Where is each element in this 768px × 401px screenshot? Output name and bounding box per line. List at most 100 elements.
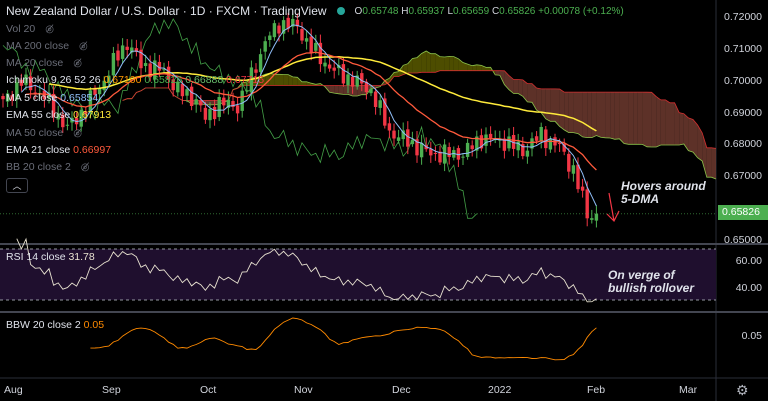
ichimoku-cloud-segment [440,56,445,71]
candle-body [240,90,244,111]
candle-body [364,81,369,93]
bbw-legend[interactable]: BBW 20 close 2 0.05 [6,319,105,331]
ichimoku-cloud-segment [541,88,546,119]
candle-body [107,75,111,83]
eye-hidden-icon[interactable]: ◎̸ [45,24,54,35]
ichimoku-cloud-segment [205,100,210,105]
candle-body [300,28,304,41]
ichimoku-cloud-segment [591,92,597,138]
candle-body [341,64,346,84]
market-status-icon [336,7,345,15]
ichimoku-cloud-segment [343,85,348,95]
candle-body [286,17,290,29]
legend-ichimoku[interactable]: Ichimoku 9 26 52 26 0.67100 0.65826 0.66… [6,74,265,86]
ichimoku-cloud-segment [338,85,344,95]
candle-body [470,145,474,150]
candle-body [479,135,484,149]
legend-ma5[interactable]: MA 5 close 0.65854 [6,92,99,104]
rsi-legend[interactable]: RSI 14 close 31.78 [6,251,95,263]
last-price-label: 0.65826 [718,205,768,220]
candle-body [521,144,525,157]
time-tick: Mar [679,384,698,396]
eye-hidden-icon[interactable]: ◎̸ [73,128,82,139]
settings-gear-icon[interactable]: ⚙ [736,382,749,398]
candle-body [217,97,221,118]
ichimoku-cloud-segment [688,117,693,153]
ichimoku-cloud-segment [297,77,302,86]
price-tick: 0.69000 [724,107,762,119]
ichimoku-cloud-segment [564,92,569,133]
candle-body [567,153,571,172]
price-tick: 0.67000 [724,170,762,182]
time-tick: Aug [4,384,23,396]
candle-body [304,38,309,42]
candle-body [539,126,543,142]
ichimoku-cloud-segment [430,53,436,73]
ichimoku-cloud-segment [444,56,450,71]
annotation-5dma: Hovers around 5-DMA [621,179,706,206]
legend-ema21[interactable]: EMA 21 close 0.66997 [6,144,112,156]
candle-body [143,63,148,67]
ichimoku-cloud-segment [550,88,555,122]
ichimoku-cloud-segment [522,79,528,102]
candle-body [373,91,378,107]
ichimoku-cloud-segment [426,50,431,73]
ma5-line [21,24,597,207]
candle-body [10,95,14,101]
candle-body [392,130,396,139]
ema55-line [48,56,597,132]
legend-ema55[interactable]: EMA 55 close 0.67913 [6,109,112,121]
eye-hidden-icon[interactable]: ◎̸ [79,41,88,52]
eye-hidden-icon[interactable]: ◎̸ [80,162,90,173]
candle-body [548,138,553,150]
ichimoku-cloud-segment [412,57,417,74]
candle-body [369,89,373,94]
ichimoku-cloud-segment [536,88,542,113]
ichimoku-cloud-segment [435,53,440,73]
candle-body [139,49,143,69]
ichimoku-cloud-segment [288,74,293,86]
candle-body [19,79,24,86]
collapse-legend-button[interactable]: ︿ [6,178,28,193]
ichimoku-cloud-segment [389,72,394,83]
ichimoku-cloud-segment [329,85,335,94]
legend-ma50[interactable]: MA 50 close ◎̸ [6,127,82,139]
ichimoku-cloud-segment [637,92,643,145]
candle-body [525,150,530,157]
ichimoku-cloud-segment [679,112,684,146]
ichimoku-cloud-segment [647,92,652,148]
candle-body [590,218,594,220]
ichimoku-cloud-segment [642,92,647,147]
ichimoku-cloud-segment [582,92,588,138]
candle-body [180,83,185,97]
candle-body [134,48,139,52]
candle-body [65,124,70,126]
candle-body [360,73,364,84]
ema21-line [25,51,597,171]
candle-body [125,46,129,50]
candle-body [516,141,520,151]
ichimoku-cloud-segment [656,96,661,148]
candle-body [148,63,152,78]
ichimoku-cloud-segment [274,74,279,86]
price-tick: 0.71000 [724,43,762,55]
ichimoku-cloud-segment [578,92,583,137]
candle-body [157,61,162,71]
legend-ma200[interactable]: MA 200 close ◎̸ [6,40,88,52]
candle-body [465,142,470,157]
ichimoku-cloud-segment [545,88,551,122]
candle-body [15,82,19,100]
ichimoku-cloud-segment [384,78,390,85]
candle-body [235,105,240,114]
candle-body [410,140,415,145]
eye-hidden-icon[interactable]: ◎̸ [73,58,82,69]
legend-ma20[interactable]: MA 20 close ◎̸ [6,57,82,69]
ichimoku-cloud-segment [210,100,215,105]
symbol-title: New Zealand Dollar / U.S. Dollar · 1D · … [6,4,327,18]
ichimoku-cloud-segment [279,74,284,86]
ichimoku-cloud-segment [394,71,399,77]
legend-vol[interactable]: Vol 20 ◎̸ [6,23,54,35]
candle-body [585,189,589,219]
legend-bb20[interactable]: BB 20 close 2 ◎̸ [6,161,90,173]
